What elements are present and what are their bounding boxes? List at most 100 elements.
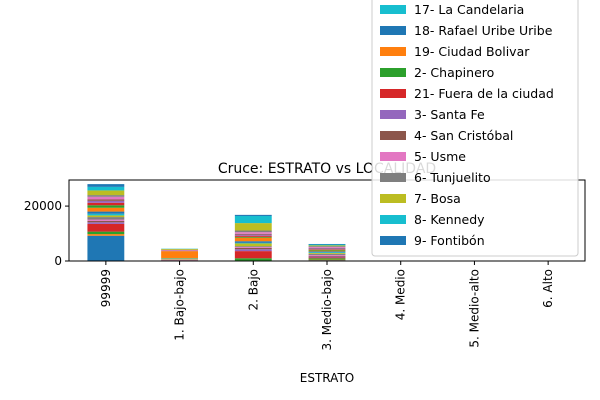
bar-stacks — [87, 184, 346, 261]
bar-segment — [308, 259, 346, 261]
bar-segment — [234, 251, 272, 259]
legend-label: 21- Fuera de la ciudad — [414, 86, 554, 101]
bar-segment — [87, 205, 125, 208]
bar-segment — [234, 242, 272, 244]
bar-segment — [308, 258, 346, 260]
legend-label: 19- Ciudad Bolivar — [414, 44, 530, 59]
legend-swatch — [380, 173, 406, 182]
legend-swatch — [380, 194, 406, 203]
bar-segment — [87, 235, 125, 261]
bar-segment — [87, 219, 125, 221]
x-axis-title: ESTRATO — [300, 371, 354, 385]
bar-segment — [308, 252, 346, 254]
legend-swatch — [380, 131, 406, 140]
bar-segment — [87, 207, 125, 212]
bar-segment — [161, 258, 198, 260]
bar-segment — [161, 259, 198, 261]
bar-segment — [161, 248, 198, 250]
legend-swatch — [380, 26, 406, 35]
bar-segment — [308, 250, 346, 252]
bar-segment — [308, 246, 346, 247]
bar-segment — [234, 249, 272, 252]
bar-segment — [308, 255, 346, 257]
bar-segment — [87, 199, 125, 201]
legend-swatch — [380, 89, 406, 98]
bar-segment — [87, 195, 125, 197]
legend-label: 3- Santa Fe — [414, 107, 485, 122]
bar-segment — [234, 247, 272, 250]
bar-segment — [234, 234, 272, 236]
bar-segment — [234, 223, 272, 231]
legend-label: 17- La Candelaria — [414, 2, 524, 17]
bar-segment — [234, 232, 272, 234]
bar-segment — [87, 190, 125, 196]
legend-label: 18- Rafael Uribe Uribe — [414, 23, 553, 38]
legend-label: 8- Kennedy — [414, 212, 485, 227]
legend-label: 7- Bosa — [414, 191, 461, 206]
bar-segment — [234, 230, 272, 233]
legend-box — [371, 0, 579, 257]
bar-segment — [87, 202, 125, 206]
bar-segment — [234, 214, 272, 216]
x-tick-label: 1. Bajo-bajo — [173, 269, 187, 341]
legend-swatch — [380, 236, 406, 245]
bar-segment — [87, 184, 125, 187]
bar-segment — [308, 251, 346, 253]
legend-label: 9- Fontibón — [414, 233, 485, 248]
bar-segment — [234, 246, 272, 247]
bar-segment — [308, 245, 346, 247]
bar-segment — [308, 253, 346, 255]
bar-segment — [234, 215, 272, 224]
bar-segment — [234, 258, 272, 261]
bar-segment — [308, 256, 346, 258]
bar-segment — [308, 247, 346, 249]
legend-swatch — [380, 5, 406, 14]
bar-segment — [234, 243, 272, 247]
bar-segment — [308, 257, 346, 259]
bar-segment — [87, 213, 125, 216]
bar-segment — [87, 217, 125, 220]
bar-segment — [161, 250, 198, 251]
bar-segment — [308, 249, 346, 250]
bar-segment — [234, 236, 272, 238]
bar-segment — [234, 247, 272, 248]
bar-segment — [234, 235, 272, 237]
x-tick-label: 3. Medio-bajo — [320, 269, 334, 351]
bar-segment — [308, 248, 346, 250]
bar-segment — [308, 244, 346, 246]
y-tick-label: 20000 — [24, 199, 62, 213]
x-tick-label: 2. Bajo — [246, 269, 260, 311]
bar-segment — [87, 220, 125, 223]
legend-swatch — [380, 68, 406, 77]
legend-swatch — [380, 215, 406, 224]
bar-segment — [308, 247, 346, 248]
x-tick-label: 6. Alto — [541, 269, 555, 308]
bar-segment — [234, 241, 272, 243]
bar-segment — [87, 215, 125, 218]
legend-label: 5- Usme — [414, 149, 466, 164]
legend-label: 4- San Cristóbal — [414, 128, 513, 143]
bar-segment — [234, 233, 272, 235]
bar-segment — [87, 196, 125, 200]
bar-segment — [87, 234, 125, 236]
bar-segment — [161, 251, 198, 258]
bar-segment — [308, 253, 346, 254]
bar-segment — [308, 243, 346, 245]
legend-swatch — [380, 47, 406, 56]
bar-segment — [234, 237, 272, 242]
legend-label: 6- Tunjuelito — [414, 170, 491, 185]
bar-segment — [87, 200, 125, 203]
bar-segment — [87, 222, 125, 224]
bar-segment — [87, 211, 125, 214]
x-tick-label: 5. Medio-alto — [467, 269, 481, 348]
y-axis: 0 20000 — [24, 199, 69, 268]
bar-segment — [87, 231, 125, 235]
legend: 17- La Candelaria 18- Rafael Uribe Uribe 1… — [371, 0, 579, 257]
x-axis: 99999 1. Bajo-bajo 2. Bajo 3. Medio-bajo 4. … — [99, 261, 555, 351]
x-tick-label: 4. Medio — [394, 269, 408, 320]
bar-segment — [308, 254, 346, 256]
legend-swatch — [380, 152, 406, 161]
bar-segment — [87, 223, 125, 232]
x-tick-label: 99999 — [99, 269, 113, 307]
